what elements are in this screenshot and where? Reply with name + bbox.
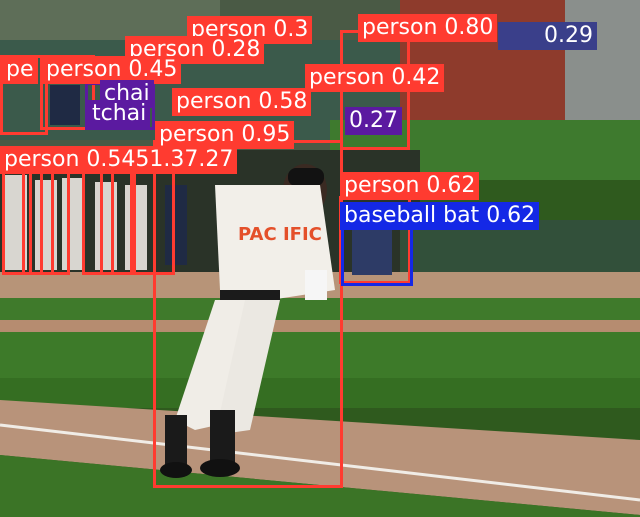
label-dugout-persons: person 0.5451.37.27 [0,146,238,174]
label-person-062: person 0.62 [340,172,480,200]
label-person-095: person 0.95 [155,121,295,149]
label-person-045: person 0.45 [42,56,182,84]
label-chair-027: 0.27 [345,107,402,135]
label-person-042: person 0.42 [305,64,445,92]
label-person-080: person 0.80 [358,14,498,42]
label-person-058: person 0.58 [172,88,312,116]
label-baseball-bat-062: baseball bat 0.62 [340,202,540,230]
label-chair-partial-b: tchai [88,100,151,128]
label-bat-029: 0.29 [498,22,597,50]
svg-text:PAC IFIC: PAC IFIC [238,224,322,245]
label-left-partial: pe [2,56,38,84]
